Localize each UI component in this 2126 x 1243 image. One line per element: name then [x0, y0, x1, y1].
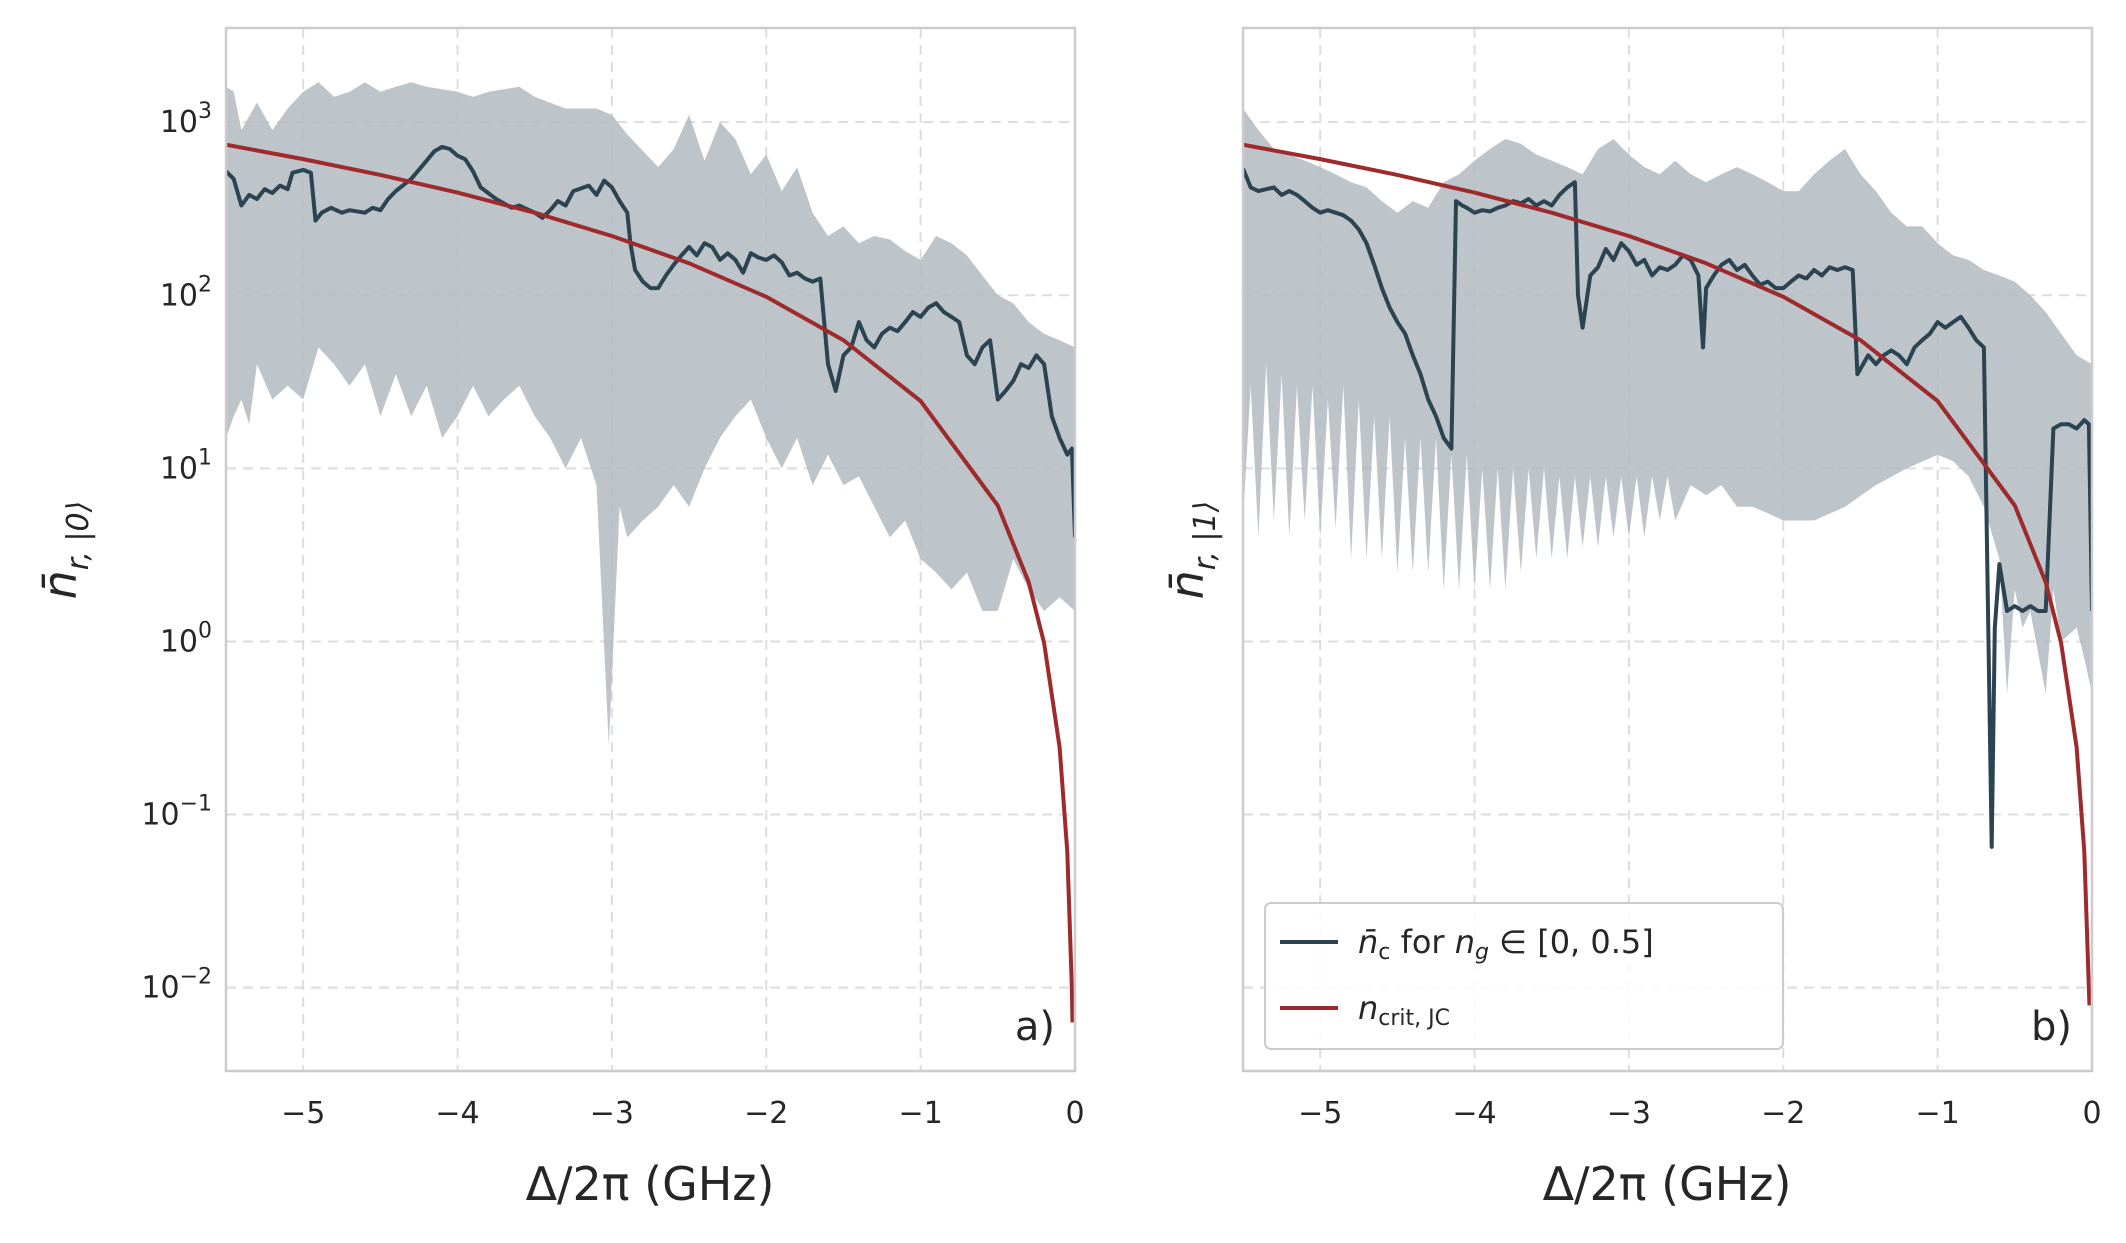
x-tick-label: −5	[1298, 1096, 1342, 1131]
y-tick-label: 100	[160, 618, 212, 659]
x-tick-label: −2	[1761, 1096, 1805, 1131]
legend-nc-text: for	[1390, 923, 1454, 961]
y-tick-exponent: −2	[180, 965, 212, 990]
y-tick-base: 10	[141, 971, 179, 1006]
x-axis-label-b: Δ/2π (GHz)	[1543, 1157, 1792, 1211]
y-tick-base: 10	[160, 278, 198, 313]
panel-label-a: a)	[1015, 1004, 1055, 1050]
x-tick-labels-a: −5 −4 −3 −2 −1 0	[281, 1096, 1084, 1131]
x-axis-label-a: Δ/2π (GHz)	[526, 1157, 775, 1211]
y-axis-label-a: n̄r, |0⟩	[33, 501, 96, 600]
y-axis-label-b: n̄r, |1⟩	[1160, 501, 1223, 600]
x-tick-label: −3	[590, 1096, 634, 1131]
x-tick-label: −1	[1916, 1096, 1960, 1131]
y-tick-exponent: 3	[198, 99, 212, 124]
nc-curve-b	[1243, 167, 2092, 849]
legend-entry-ncrit: ncrit, JC	[1358, 989, 1450, 1031]
legend-nc-math2: n	[1455, 923, 1475, 961]
legend-nc-rest: ∈ [0, 0.5]	[1489, 923, 1654, 961]
legend-nc-math: n̄	[1358, 923, 1378, 961]
nc-range-band-a	[226, 82, 1075, 746]
ncrit-curve-a	[226, 142, 1075, 1023]
panel-label-b: b)	[2031, 1004, 2072, 1050]
y-tick-label: 102	[160, 272, 212, 313]
y-tick-exponent: −1	[180, 792, 212, 817]
y-tick-exponent: 1	[198, 445, 212, 470]
x-tick-label: −1	[899, 1096, 943, 1131]
y-tick-exponent: 2	[198, 272, 212, 297]
legend: n̄c for ng ∈ [0, 0.5] ncrit, JC	[1264, 902, 1784, 1050]
y-tick-label: 101	[160, 445, 212, 486]
x-tick-label: −4	[435, 1096, 479, 1131]
y-tick-base: 10	[141, 798, 179, 833]
y-tick-label: 10−2	[141, 965, 212, 1006]
x-tick-label: −3	[1607, 1096, 1651, 1131]
legend-nc-sub2: g	[1475, 940, 1489, 965]
plot-frame-b	[1241, 26, 2094, 1073]
x-tick-label: 0	[1065, 1096, 1084, 1131]
legend-nc-sub: c	[1378, 940, 1390, 965]
y-tick-label: 10−1	[141, 792, 212, 833]
x-tick-label: 0	[2082, 1096, 2101, 1131]
y-tick-label: 103	[160, 99, 212, 140]
ncrit-curve-b	[1243, 142, 2092, 1006]
y-tick-base: 10	[160, 451, 198, 486]
y-axis-label-base-b: n̄	[1160, 570, 1214, 599]
x-tick-label: −5	[281, 1096, 325, 1131]
x-tick-labels-b: −5 −4 −3 −2 −1 0	[1298, 1096, 2101, 1131]
y-axis-label-sub-a: r, |0⟩	[61, 501, 96, 571]
y-tick-base: 10	[160, 105, 198, 140]
y-tick-exponent: 0	[198, 618, 212, 643]
x-tick-label: −4	[1452, 1096, 1496, 1131]
plot-frame-a	[224, 26, 1077, 1073]
y-axis-label-base-a: n̄	[33, 570, 87, 599]
legend-ncrit-sub: crit, JC	[1378, 1006, 1450, 1031]
legend-ncrit-math: n	[1358, 989, 1378, 1027]
panel-b: −5 −4 −3 −2 −1 0 Δ/2π (GHz) n̄r, |1⟩ b) n̄c f…	[1160, 26, 2102, 1211]
legend-box	[1264, 902, 1784, 1050]
legend-entry-nc: n̄c for ng ∈ [0, 0.5]	[1358, 923, 1654, 965]
y-tick-base: 10	[160, 624, 198, 659]
x-tick-label: −2	[744, 1096, 788, 1131]
y-axis-label-sub-b: r, |1⟩	[1188, 501, 1223, 571]
